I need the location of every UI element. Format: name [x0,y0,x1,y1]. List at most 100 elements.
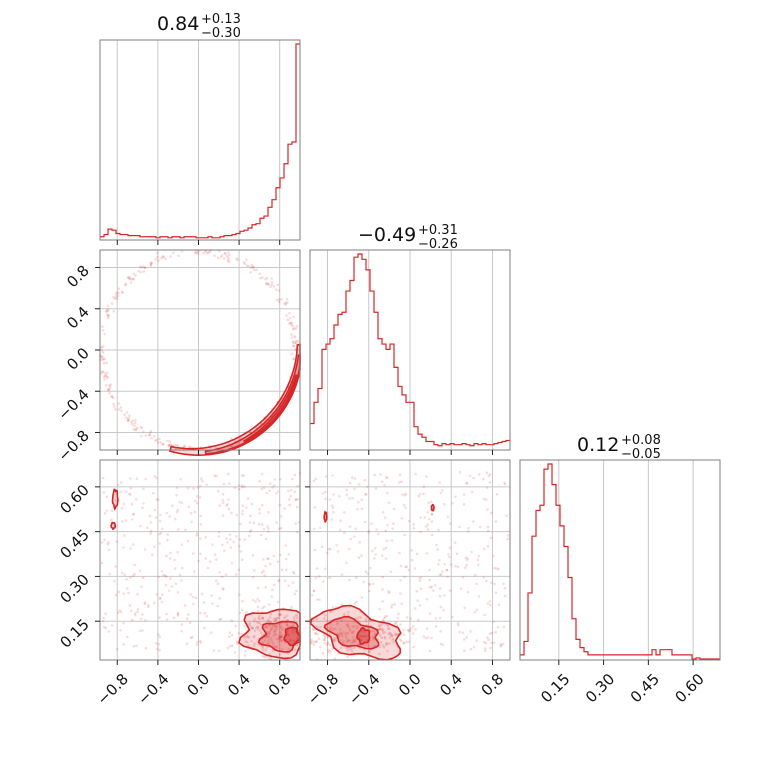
scatter-point-1-2 [487,474,490,477]
scatter-point-0-2 [264,636,267,639]
scatter-point-0-2 [259,623,263,627]
scatter-point-1-2 [327,650,330,654]
scatter-point-1-2 [436,548,439,551]
xtick-label-2-2: 0.45 [627,670,663,706]
scatter-point-1-2 [451,502,454,505]
scatter-point-0-2 [104,626,107,630]
scatter-point-1-2 [390,605,393,609]
scatter-point-0-2 [259,533,263,537]
scatter-point-1-2 [486,508,489,511]
scatter-point-1-2 [312,640,316,644]
scatter-point-0-2 [251,626,254,630]
scatter-point-0-2 [178,500,181,504]
scatter-point-1-2 [428,612,432,615]
scatter-point-1-2 [374,487,378,490]
xtick-label-1-4: 0.8 [478,670,508,700]
scatter-point-0-2 [123,534,126,537]
scatter-point-0-1 [180,249,184,253]
scatter-point-1-2 [325,619,329,622]
scatter-point-0-1 [137,269,140,273]
scatter-point-1-2 [402,642,406,645]
scatter-point-0-2 [200,477,203,480]
scatter-point-1-2 [428,649,432,653]
scatter-point-1-2 [486,602,490,605]
scatter-point-0-2 [120,506,124,510]
scatter-point-0-2 [293,490,297,494]
scatter-point-1-2 [494,631,498,634]
scatter-point-0-2 [226,646,230,650]
scatter-point-0-2 [107,548,111,552]
scatter-point-0-2 [261,617,265,620]
scatter-point-0-2 [161,593,164,597]
scatter-point-0-2 [180,630,183,633]
scatter-point-1-2 [477,554,481,558]
scatter-point-0-2 [158,519,162,523]
scatter-point-0-2 [258,614,261,618]
scatter-point-1-2 [380,623,383,626]
scatter-point-0-2 [240,484,244,488]
scatter-point-1-2 [324,614,327,617]
scatter-point-1-2 [383,631,387,634]
scatter-point-1-2 [465,481,468,485]
scatter-point-0-1 [292,344,295,348]
scatter-point-0-2 [116,611,120,614]
scatter-point-1-2 [327,642,330,646]
scatter-point-0-1 [168,440,172,443]
scatter-point-0-1 [119,406,123,409]
scatter-point-0-2 [261,648,265,651]
scatter-point-0-2 [285,568,288,571]
scatter-point-0-2 [270,656,273,660]
scatter-point-1-2 [456,624,460,627]
scatter-point-0-2 [246,497,250,500]
scatter-point-0-1 [107,314,110,318]
scatter-point-0-2 [153,475,157,478]
scatter-point-0-2 [131,543,135,546]
scatter-point-0-1 [106,371,109,375]
xtick-label-1-2: 0.0 [395,670,425,700]
scatter-point-0-1 [104,374,107,377]
scatter-point-0-1 [148,433,152,437]
scatter-point-1-2 [349,537,353,541]
scatter-point-0-2 [273,632,277,636]
title-param-2: 0.12 +0.08 −0.05 [577,433,661,462]
scatter-point-1-2 [488,473,492,476]
scatter-point-1-2 [331,647,334,650]
scatter-point-1-2 [363,643,367,646]
scatter-point-0-2 [133,612,137,615]
scatter-point-0-1 [106,375,109,379]
scatter-point-0-2 [293,618,296,621]
scatter-point-0-2 [269,562,272,566]
scatter-point-1-2 [453,541,457,544]
scatter-point-1-2 [328,547,332,551]
scatter-point-0-2 [261,645,265,649]
ytick-label-1-2: 0.0 [63,344,93,374]
scatter-point-0-2 [164,583,168,587]
scatter-point-0-1 [124,416,128,419]
scatter-point-1-2 [499,643,503,646]
scatter-point-0-2 [277,640,281,643]
scatter-point-1-2 [501,642,505,646]
scatter-point-1-2 [429,500,433,504]
scatter-point-1-2 [438,573,442,577]
scatter-point-0-2 [158,616,161,619]
scatter-point-1-2 [417,618,420,622]
scatter-point-1-2 [488,632,492,635]
scatter-point-0-1 [149,429,153,433]
scatter-point-1-2 [360,507,364,511]
scatter-point-1-2 [340,632,344,636]
scatter-point-0-1 [292,327,296,330]
scatter-point-0-2 [136,610,139,614]
scatter-point-0-2 [288,503,291,507]
scatter-point-1-2 [323,641,327,645]
scatter-point-0-2 [276,600,280,604]
scatter-point-0-2 [186,539,190,543]
scatter-point-0-2 [175,510,179,514]
scatter-point-0-1 [284,303,288,306]
scatter-point-1-2 [357,643,360,646]
scatter-point-0-2 [295,614,298,618]
scatter-point-1-2 [398,551,401,555]
scatter-point-1-2 [456,565,460,569]
scatter-point-0-2 [276,623,279,627]
scatter-point-0-2 [204,557,207,560]
scatter-point-1-2 [325,643,329,647]
